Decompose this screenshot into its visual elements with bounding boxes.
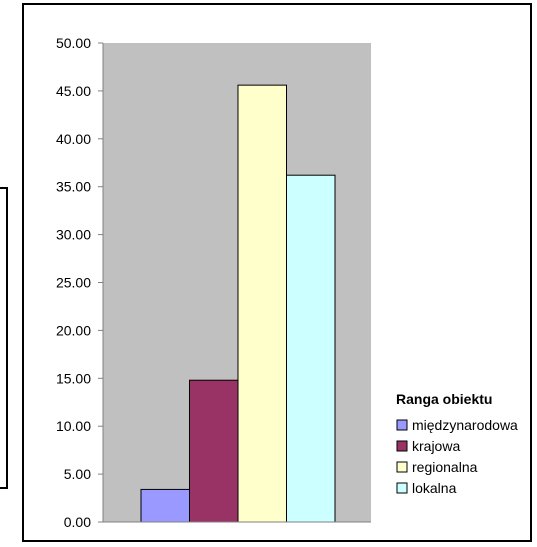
legend-swatch-3 [396,461,408,473]
y-tick-label: 35.00 [56,179,91,195]
y-tick-label: 10.00 [56,418,91,434]
bar-3 [237,84,287,523]
y-tick-label: 45.00 [56,83,91,99]
legend-label-4: lokalna [412,480,457,496]
y-tick-label: 40.00 [56,131,91,147]
y-tick-label: 15.00 [56,370,91,386]
y-tick-label: 30.00 [56,227,91,243]
bar-4 [286,174,336,523]
y-tick-label: 0.00 [64,514,91,530]
bar-2 [189,379,239,523]
y-tick-label: 20.00 [56,322,91,338]
y-tick-label: 5.00 [64,466,91,482]
legend-label-1: międzynarodowa [412,417,518,433]
adjacent-frame-border [0,187,8,489]
legend-swatch-4 [396,482,408,494]
legend-label-2: krajowa [412,438,460,454]
y-tick-label: 50.00 [56,35,91,51]
y-tick-label: 25.00 [56,275,91,291]
bar-1 [140,488,190,523]
legend-title: Ranga obiektu [396,391,492,407]
legend-swatch-1 [396,419,408,431]
legend-label-3: regionalna [412,459,478,475]
legend-swatch-2 [396,440,408,452]
